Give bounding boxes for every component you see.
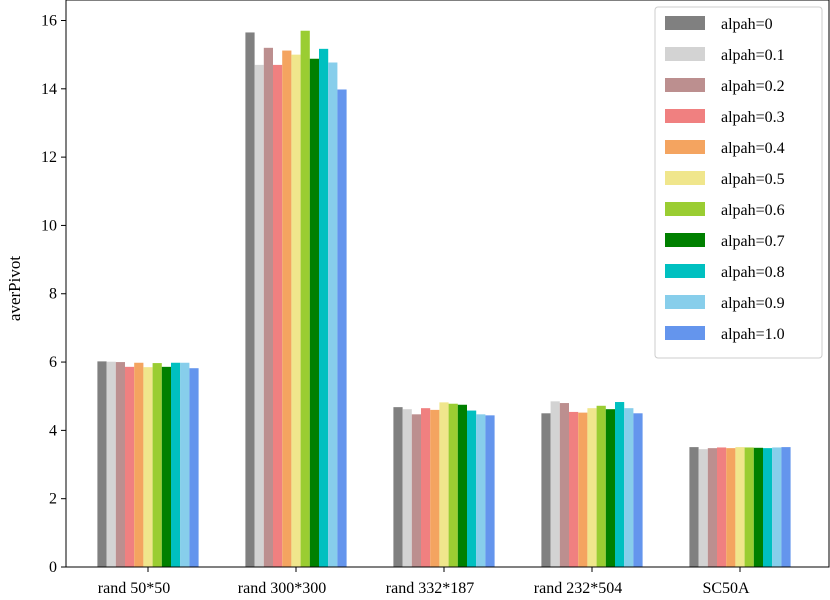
bar bbox=[300, 30, 310, 567]
bar bbox=[726, 448, 736, 567]
bar bbox=[753, 447, 763, 567]
bar bbox=[698, 449, 708, 567]
y-tick-label: 0 bbox=[49, 559, 57, 576]
legend-swatch bbox=[665, 78, 705, 92]
bar bbox=[180, 362, 190, 567]
bar bbox=[171, 362, 181, 567]
bar bbox=[337, 89, 347, 568]
bar bbox=[587, 408, 597, 567]
bar bbox=[605, 409, 615, 567]
legend-entry: alpah=0.7 bbox=[721, 233, 785, 250]
legend: alpah=0 alpah=0.1 alpah=0.2 alpah=0.3 alpah=… bbox=[654, 6, 823, 359]
bar bbox=[115, 362, 125, 567]
x-tick-label: rand 50*50 bbox=[98, 580, 170, 597]
bar bbox=[476, 414, 486, 567]
legend-entry: alpah=0.8 bbox=[721, 264, 785, 281]
y-tick-label: 2 bbox=[49, 491, 57, 508]
bar bbox=[550, 401, 560, 567]
bar bbox=[125, 366, 135, 567]
legend-entry: alpah=0.2 bbox=[721, 78, 785, 95]
bar bbox=[421, 408, 431, 567]
bar bbox=[245, 32, 255, 568]
legend-swatch bbox=[665, 233, 705, 247]
bar bbox=[152, 363, 162, 567]
legend-entry: alpah=0.9 bbox=[721, 295, 785, 312]
x-tick-label: rand 332*187 bbox=[386, 580, 474, 597]
legend-swatch bbox=[665, 47, 705, 61]
legend-swatch bbox=[665, 140, 705, 154]
x-axis-ticks: rand 50*50 rand 300*300 rand 332*187 rand 2… bbox=[98, 567, 750, 597]
legend-entry: alpah=0.3 bbox=[721, 109, 785, 126]
bar bbox=[411, 414, 421, 567]
legend-swatch bbox=[665, 16, 705, 30]
legend-entry: alpah=0.6 bbox=[721, 202, 785, 219]
x-tick-label: SC50A bbox=[702, 580, 750, 597]
legend-entry: alpah=0.5 bbox=[721, 171, 785, 188]
y-tick-label: 16 bbox=[41, 12, 57, 29]
bar bbox=[393, 407, 403, 567]
y-tick-label: 8 bbox=[49, 286, 57, 303]
bar bbox=[578, 412, 588, 567]
bar bbox=[161, 366, 171, 567]
bar bbox=[189, 368, 199, 567]
bar bbox=[467, 410, 477, 567]
y-tick-label: 4 bbox=[49, 422, 57, 439]
legend-swatch bbox=[665, 171, 705, 185]
bar bbox=[485, 415, 495, 567]
bar bbox=[273, 64, 283, 568]
bar bbox=[309, 58, 319, 568]
legend-entry: alpah=0 bbox=[721, 16, 773, 33]
bars-layer bbox=[97, 30, 791, 568]
bar bbox=[143, 367, 153, 567]
bar bbox=[763, 448, 773, 567]
bar bbox=[615, 402, 625, 567]
bar bbox=[97, 361, 107, 567]
bar bbox=[430, 409, 440, 567]
bar bbox=[254, 64, 264, 568]
legend-swatch bbox=[665, 202, 705, 216]
bar bbox=[689, 447, 699, 567]
bar bbox=[596, 405, 606, 567]
bar bbox=[282, 50, 292, 567]
bar bbox=[707, 448, 717, 567]
bar bbox=[744, 447, 754, 567]
legend-swatch bbox=[665, 295, 705, 309]
y-tick-label: 10 bbox=[41, 217, 57, 234]
bar bbox=[106, 361, 116, 567]
x-tick-label: rand 232*504 bbox=[534, 580, 622, 597]
bar bbox=[263, 47, 273, 568]
bar bbox=[772, 447, 782, 567]
legend-swatch bbox=[665, 264, 705, 278]
legend-entry: alpah=1.0 bbox=[721, 326, 785, 343]
y-axis-ticks: 0 2 4 6 8 10 12 14 16 bbox=[41, 12, 66, 576]
y-tick-label: 14 bbox=[41, 81, 57, 98]
bar bbox=[633, 413, 643, 567]
bar bbox=[134, 362, 144, 567]
bar bbox=[735, 447, 745, 567]
bar bbox=[569, 411, 579, 567]
legend-entry: alpah=0.4 bbox=[721, 140, 785, 157]
bar bbox=[328, 62, 338, 568]
legend-entry: alpah=0.1 bbox=[721, 47, 785, 64]
bar bbox=[319, 48, 329, 567]
bar bbox=[402, 409, 412, 567]
plot-frame bbox=[65, 0, 830, 568]
bar bbox=[541, 413, 551, 567]
bar bbox=[448, 403, 458, 567]
bar bbox=[781, 447, 791, 567]
y-tick-label: 6 bbox=[49, 354, 57, 371]
legend-swatch bbox=[665, 326, 705, 340]
x-tick-label: rand 300*300 bbox=[238, 580, 326, 597]
bar bbox=[457, 404, 467, 567]
bar bbox=[717, 447, 727, 567]
bar bbox=[291, 54, 301, 567]
y-axis-label: averPivot bbox=[5, 256, 24, 321]
bar bbox=[559, 403, 569, 567]
legend-swatch bbox=[665, 109, 705, 123]
bar bbox=[439, 402, 449, 567]
y-tick-label: 12 bbox=[41, 149, 57, 166]
bar bbox=[624, 408, 634, 567]
